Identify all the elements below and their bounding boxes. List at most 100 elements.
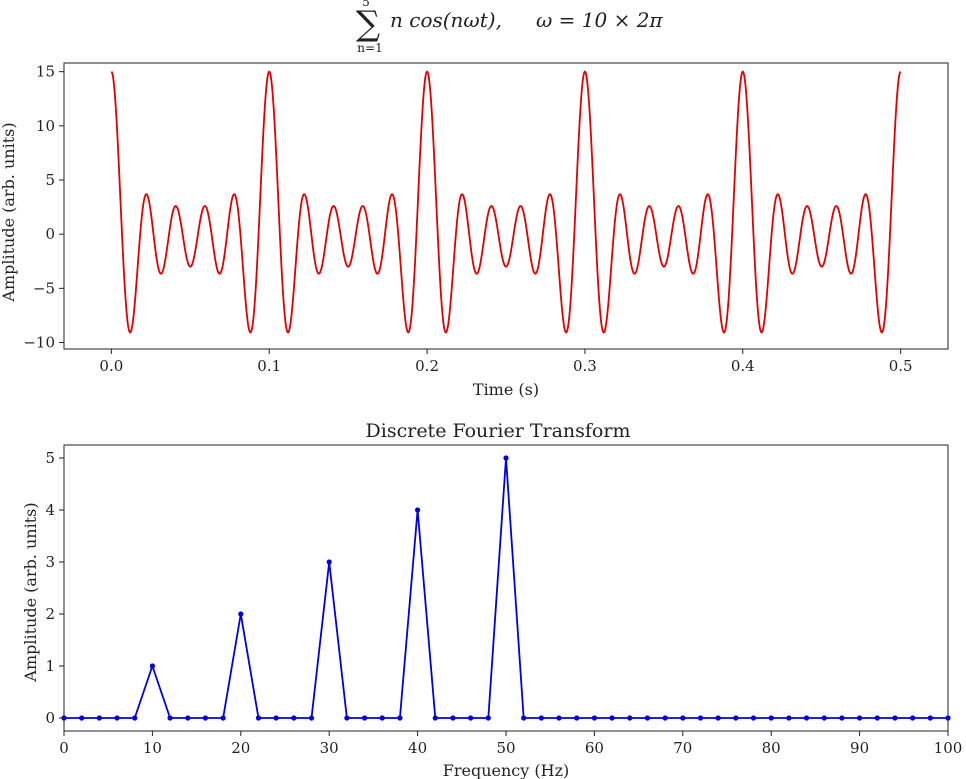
chart2-point xyxy=(591,715,598,721)
chart1-ytick-label: 0 xyxy=(45,225,55,243)
chart2-plot-frame xyxy=(63,444,949,732)
chart2-point xyxy=(485,715,491,721)
chart2-point xyxy=(556,715,562,721)
chart2-ytick-label: 0 xyxy=(45,709,55,727)
chart1-ytick-label: −5 xyxy=(33,279,55,297)
chart2-point xyxy=(910,715,916,721)
chart2-point xyxy=(149,663,155,669)
chart1-data xyxy=(110,70,902,334)
chart2-point xyxy=(255,715,262,721)
chart2-xtick-label: 100 xyxy=(934,739,963,757)
chart2-point xyxy=(768,715,774,721)
chart2-series-line xyxy=(64,457,948,719)
chart1-series-line xyxy=(110,70,902,334)
chart2-xtick-label: 60 xyxy=(585,739,604,757)
chart1-xtick-label: 0.2 xyxy=(415,357,439,375)
chart1-time-signal: 0.0 0.1 0.2 0.3 0.4 0.5 −10 −5 0 5 10 15 Time (s) A… xyxy=(0,62,949,399)
chart2-xtick-label: 40 xyxy=(408,739,427,757)
chart2-xtick-label: 50 xyxy=(496,739,515,757)
chart2-point xyxy=(415,507,421,513)
chart2-point xyxy=(96,715,102,721)
chart2-point xyxy=(803,715,810,721)
chart2-point xyxy=(927,715,933,721)
chart1-ylabel: Amplitude (arb. units) xyxy=(0,122,18,302)
chart2-point xyxy=(432,715,438,721)
chart2-point xyxy=(680,715,686,721)
chart1-xtick-label: 0.3 xyxy=(573,357,597,375)
chart2-xtick-label: 70 xyxy=(673,739,692,757)
chart2-point xyxy=(185,715,191,721)
chart2-ytick-label: 3 xyxy=(45,553,55,571)
chart2-point xyxy=(574,715,580,721)
chart2-point xyxy=(538,715,544,721)
chart2-point xyxy=(627,715,633,721)
omega-definition: ω = 10 × 2π xyxy=(536,8,663,32)
chart2-point xyxy=(291,715,297,721)
chart1-ticks: 0.0 0.1 0.2 0.3 0.4 0.5 −10 −5 0 5 10 15 xyxy=(23,63,912,375)
chart1-xlabel: Time (s) xyxy=(473,380,539,399)
chart2-ticks: 0 10 20 30 40 50 60 70 80 90 100 0 1 2 3 4 5 xyxy=(45,449,962,757)
chart2-point xyxy=(874,715,880,721)
chart2-point xyxy=(821,715,827,721)
chart1-ytick-label: 5 xyxy=(45,171,55,189)
chart2-point xyxy=(503,455,509,461)
chart2-point xyxy=(945,715,951,721)
chart2-point xyxy=(750,715,757,721)
chart2-point xyxy=(167,715,173,721)
chart2-ylabel: Amplitude (arb. units) xyxy=(21,502,40,682)
chart1-xtick-label: 0.0 xyxy=(99,357,123,375)
chart2-point xyxy=(61,715,67,721)
chart2-point xyxy=(521,715,527,721)
chart2-title: Discrete Fourier Transform xyxy=(366,420,631,442)
chart2-xtick-label: 90 xyxy=(850,739,869,757)
chart2-point xyxy=(361,715,368,721)
chart2-xtick-label: 20 xyxy=(231,739,250,757)
chart1-xtick-label: 0.4 xyxy=(731,357,755,375)
chart2-data xyxy=(61,455,951,721)
chart2-point xyxy=(132,715,138,721)
chart2-ytick-label: 2 xyxy=(45,605,55,623)
chart1-plot-frame xyxy=(63,62,949,350)
sum-upper-limit: 5 xyxy=(362,0,370,9)
chart2-xtick-label: 0 xyxy=(59,739,69,757)
chart2-xtick-label: 80 xyxy=(762,739,781,757)
chart2-point xyxy=(644,715,651,721)
chart2-ytick-label: 1 xyxy=(45,657,55,675)
chart2-point xyxy=(697,715,704,721)
chart1-ytick-label: −10 xyxy=(23,334,55,352)
chart2-xtick-label: 10 xyxy=(143,739,162,757)
chart2-point xyxy=(892,715,898,721)
chart2-point xyxy=(273,715,279,721)
chart2-point xyxy=(450,715,456,721)
sum-term: n cos(nωt), xyxy=(390,8,502,32)
chart2-point xyxy=(79,715,85,721)
chart2-point xyxy=(397,715,403,721)
chart1-title-formula: 5 ∑ n=1 n cos(nωt), ω = 10 × 2π xyxy=(356,0,664,55)
chart2-point xyxy=(220,715,226,721)
chart2-point xyxy=(733,715,739,721)
chart1-ytick-label: 10 xyxy=(36,117,55,135)
chart2-point xyxy=(715,715,721,721)
chart2-point xyxy=(786,715,792,721)
chart2-xlabel: Frequency (Hz) xyxy=(443,761,570,779)
chart2-point xyxy=(662,715,668,721)
chart2-point xyxy=(609,715,615,721)
chart1-ytick-label: 15 xyxy=(36,63,55,81)
chart2-point xyxy=(238,611,244,617)
chart2-point xyxy=(839,715,845,721)
sum-lower-limit: n=1 xyxy=(357,41,382,55)
chart2-point xyxy=(857,715,863,721)
chart2-point xyxy=(326,559,332,565)
chart2-xtick-label: 30 xyxy=(320,739,339,757)
chart2-point xyxy=(468,715,474,721)
chart2-point xyxy=(114,715,120,721)
chart2-ytick-label: 5 xyxy=(45,449,55,467)
chart1-xtick-label: 0.1 xyxy=(257,357,281,375)
chart2-point xyxy=(308,715,315,721)
chart2-point xyxy=(202,715,209,721)
chart1-xtick-label: 0.5 xyxy=(889,357,913,375)
chart2-dft: Discrete Fourier Transform 0 10 20 30 40 50 60… xyxy=(21,420,962,779)
chart2-point xyxy=(344,715,350,721)
sum-symbol: ∑ xyxy=(356,4,380,44)
chart2-ytick-label: 4 xyxy=(45,501,55,519)
